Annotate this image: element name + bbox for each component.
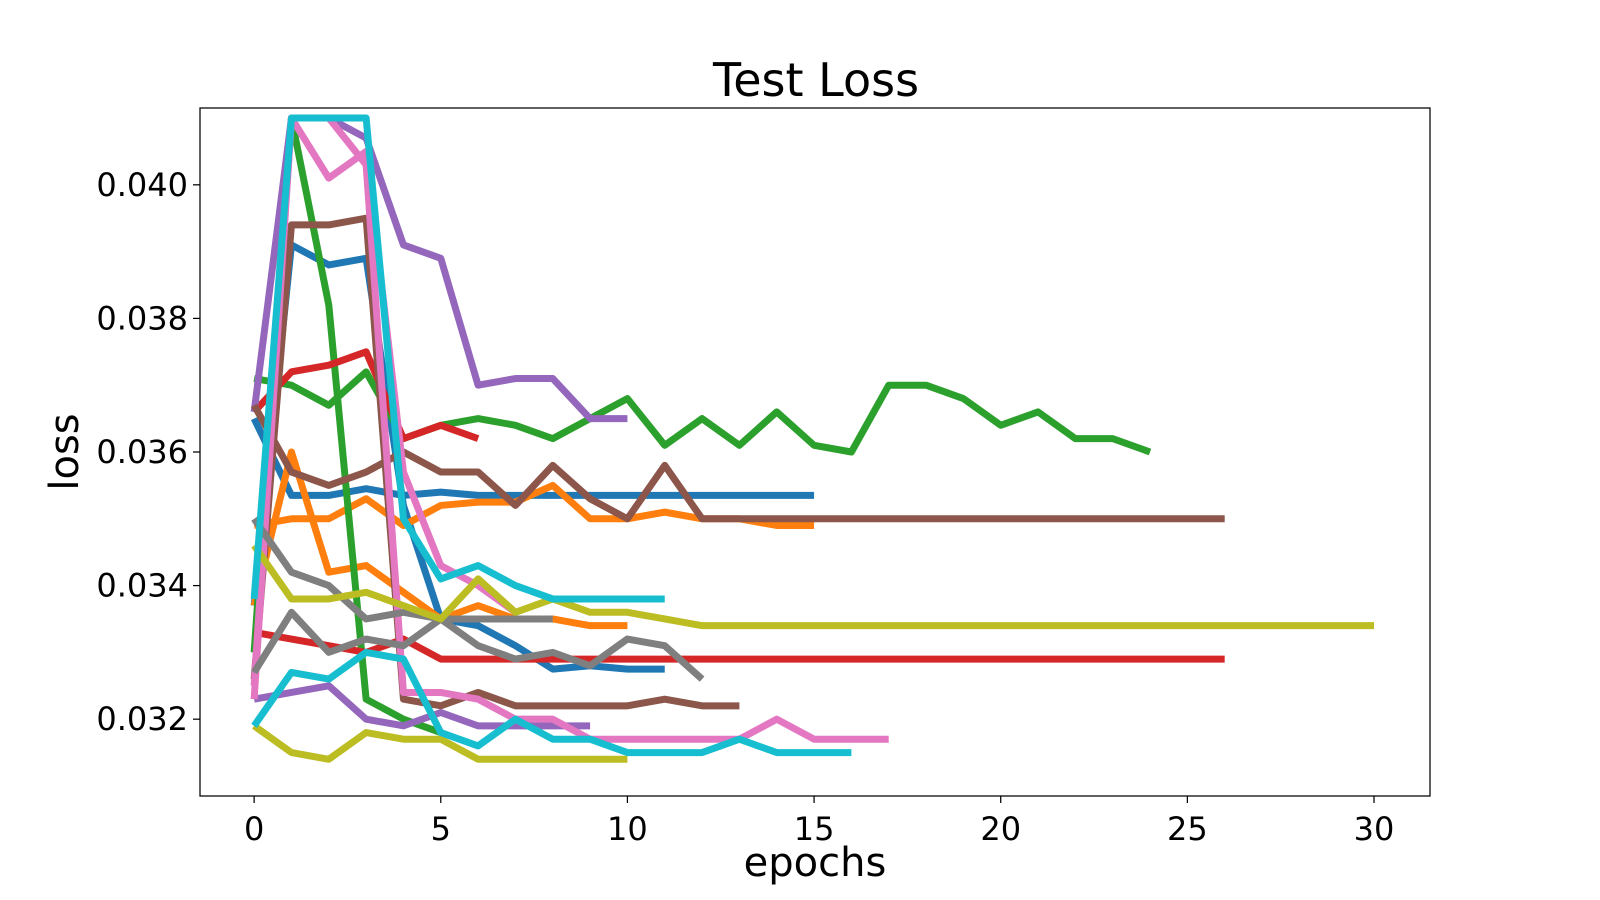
y-tick-label: 0.036 xyxy=(96,433,188,471)
series-line-16 xyxy=(251,608,705,682)
series-line-7 xyxy=(251,348,480,443)
y-tick-label: 0.032 xyxy=(96,700,188,738)
series-line-8 xyxy=(253,628,1225,663)
chart-title: Test Loss xyxy=(712,53,919,107)
series-line-9 xyxy=(250,114,628,423)
y-axis-label: loss xyxy=(42,413,88,490)
x-tick-label: 20 xyxy=(980,810,1021,848)
series-line-2 xyxy=(250,241,665,673)
x-tick-label: 10 xyxy=(607,810,648,848)
x-axis-label: epochs xyxy=(744,840,887,886)
x-tick-label: 30 xyxy=(1354,810,1395,848)
y-tick-label: 0.038 xyxy=(96,299,188,337)
x-tick-label: 0 xyxy=(244,810,264,848)
series-line-17 xyxy=(251,543,1375,630)
y-tick-label: 0.040 xyxy=(96,166,188,204)
series-line-12 xyxy=(250,214,740,710)
series-line-18 xyxy=(252,723,628,763)
x-tick-label: 15 xyxy=(794,810,835,848)
y-axis: 0.032 0.034 0.036 0.038 0.040 xyxy=(96,166,200,738)
series-line-20 xyxy=(251,648,852,757)
x-axis: 0 5 10 15 20 25 30 xyxy=(244,796,1394,848)
series-line-15 xyxy=(251,516,553,623)
series-layer xyxy=(250,114,1375,763)
x-tick-label: 5 xyxy=(431,810,451,848)
y-tick-label: 0.034 xyxy=(96,567,188,605)
series-line-19 xyxy=(250,114,665,603)
x-tick-label: 25 xyxy=(1167,810,1208,848)
series-line-11 xyxy=(251,403,1225,523)
